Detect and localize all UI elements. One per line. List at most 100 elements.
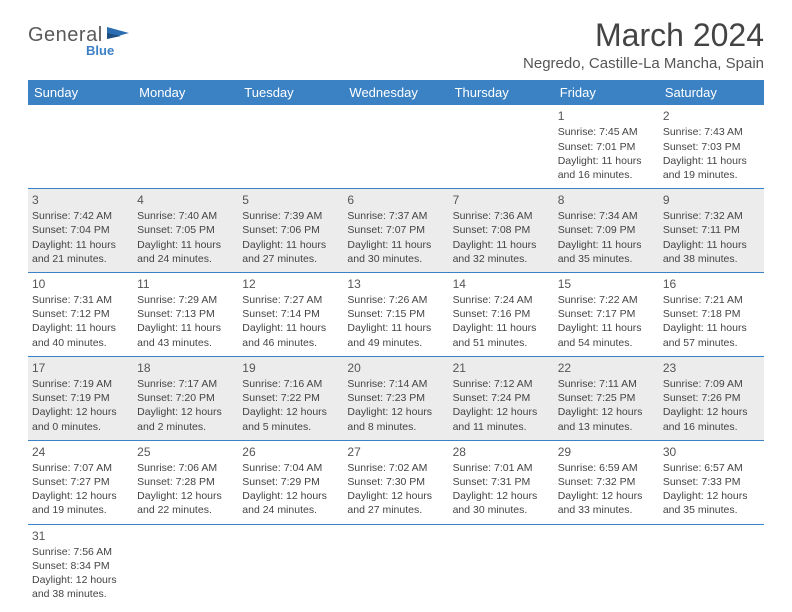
day-number: 15 bbox=[558, 276, 655, 292]
day-info-line: Sunset: 7:23 PM bbox=[347, 391, 444, 405]
day-info-line: Daylight: 12 hours bbox=[663, 405, 760, 419]
calendar-day-cell: 1Sunrise: 7:45 AMSunset: 7:01 PMDaylight… bbox=[554, 105, 659, 188]
calendar-day-cell: 3Sunrise: 7:42 AMSunset: 7:04 PMDaylight… bbox=[28, 189, 133, 273]
day-number: 6 bbox=[347, 192, 444, 208]
day-number: 20 bbox=[347, 360, 444, 376]
day-info-line: and 33 minutes. bbox=[558, 503, 655, 517]
day-info-line: Sunrise: 7:43 AM bbox=[663, 125, 760, 139]
day-info-line: Sunset: 7:16 PM bbox=[453, 307, 550, 321]
day-info-line: Sunset: 7:18 PM bbox=[663, 307, 760, 321]
day-info-line: Daylight: 11 hours bbox=[558, 321, 655, 335]
day-info-line: Daylight: 11 hours bbox=[137, 238, 234, 252]
day-info-line: Daylight: 12 hours bbox=[242, 405, 339, 419]
day-info-line: Sunset: 7:11 PM bbox=[663, 223, 760, 237]
day-info-line: Sunset: 7:08 PM bbox=[453, 223, 550, 237]
day-info-line: Daylight: 12 hours bbox=[347, 489, 444, 503]
day-info-line: Daylight: 11 hours bbox=[242, 321, 339, 335]
day-info-line: Sunrise: 6:57 AM bbox=[663, 461, 760, 475]
calendar-day-cell: 7Sunrise: 7:36 AMSunset: 7:08 PMDaylight… bbox=[449, 189, 554, 273]
day-info-line: Daylight: 11 hours bbox=[558, 238, 655, 252]
calendar-day-cell: 31Sunrise: 7:56 AMSunset: 8:34 PMDayligh… bbox=[28, 524, 133, 607]
calendar-day-cell: 19Sunrise: 7:16 AMSunset: 7:22 PMDayligh… bbox=[238, 356, 343, 440]
day-number: 12 bbox=[242, 276, 339, 292]
day-info-line: Daylight: 11 hours bbox=[242, 238, 339, 252]
day-info-line: Sunrise: 7:06 AM bbox=[137, 461, 234, 475]
day-info-line: and 51 minutes. bbox=[453, 336, 550, 350]
day-info-line: Sunset: 7:33 PM bbox=[663, 475, 760, 489]
calendar-week-row: 3Sunrise: 7:42 AMSunset: 7:04 PMDaylight… bbox=[28, 189, 764, 273]
day-info-line: and 24 minutes. bbox=[137, 252, 234, 266]
day-info-line: Daylight: 12 hours bbox=[137, 405, 234, 419]
day-info-line: and 24 minutes. bbox=[242, 503, 339, 517]
weekday-header-row: SundayMondayTuesdayWednesdayThursdayFrid… bbox=[28, 80, 764, 105]
day-info-line: Sunrise: 7:14 AM bbox=[347, 377, 444, 391]
calendar-day-cell: 17Sunrise: 7:19 AMSunset: 7:19 PMDayligh… bbox=[28, 356, 133, 440]
day-number: 23 bbox=[663, 360, 760, 376]
weekday-header: Wednesday bbox=[343, 80, 448, 105]
calendar-day-cell: 22Sunrise: 7:11 AMSunset: 7:25 PMDayligh… bbox=[554, 356, 659, 440]
calendar-day-cell: 10Sunrise: 7:31 AMSunset: 7:12 PMDayligh… bbox=[28, 272, 133, 356]
calendar-day-cell: 23Sunrise: 7:09 AMSunset: 7:26 PMDayligh… bbox=[659, 356, 764, 440]
calendar-day-cell: 14Sunrise: 7:24 AMSunset: 7:16 PMDayligh… bbox=[449, 272, 554, 356]
day-info-line: and 49 minutes. bbox=[347, 336, 444, 350]
calendar-week-row: 31Sunrise: 7:56 AMSunset: 8:34 PMDayligh… bbox=[28, 524, 764, 607]
calendar-day-cell: 15Sunrise: 7:22 AMSunset: 7:17 PMDayligh… bbox=[554, 272, 659, 356]
day-info-line: Daylight: 12 hours bbox=[663, 489, 760, 503]
weekday-header: Monday bbox=[133, 80, 238, 105]
weekday-header: Sunday bbox=[28, 80, 133, 105]
day-info-line: Daylight: 12 hours bbox=[32, 405, 129, 419]
day-info-line: Sunrise: 7:17 AM bbox=[137, 377, 234, 391]
day-number: 29 bbox=[558, 444, 655, 460]
day-number: 3 bbox=[32, 192, 129, 208]
day-number: 14 bbox=[453, 276, 550, 292]
day-info-line: Daylight: 11 hours bbox=[347, 321, 444, 335]
calendar-day-cell: 11Sunrise: 7:29 AMSunset: 7:13 PMDayligh… bbox=[133, 272, 238, 356]
day-info-line: Daylight: 12 hours bbox=[32, 573, 129, 587]
calendar-empty-cell bbox=[343, 524, 448, 607]
calendar-day-cell: 24Sunrise: 7:07 AMSunset: 7:27 PMDayligh… bbox=[28, 440, 133, 524]
calendar-week-row: 24Sunrise: 7:07 AMSunset: 7:27 PMDayligh… bbox=[28, 440, 764, 524]
calendar-day-cell: 2Sunrise: 7:43 AMSunset: 7:03 PMDaylight… bbox=[659, 105, 764, 188]
calendar-day-cell: 21Sunrise: 7:12 AMSunset: 7:24 PMDayligh… bbox=[449, 356, 554, 440]
calendar-empty-cell bbox=[449, 524, 554, 607]
calendar-day-cell: 27Sunrise: 7:02 AMSunset: 7:30 PMDayligh… bbox=[343, 440, 448, 524]
day-info-line: and 5 minutes. bbox=[242, 420, 339, 434]
day-info-line: Sunset: 7:27 PM bbox=[32, 475, 129, 489]
day-info-line: and 0 minutes. bbox=[32, 420, 129, 434]
day-info-line: Sunrise: 7:22 AM bbox=[558, 293, 655, 307]
logo: General bbox=[28, 18, 131, 47]
day-number: 8 bbox=[558, 192, 655, 208]
calendar-empty-cell bbox=[343, 105, 448, 188]
day-info-line: Sunset: 7:03 PM bbox=[663, 140, 760, 154]
day-info-line: Sunrise: 7:27 AM bbox=[242, 293, 339, 307]
day-info-line: Daylight: 12 hours bbox=[242, 489, 339, 503]
calendar-day-cell: 13Sunrise: 7:26 AMSunset: 7:15 PMDayligh… bbox=[343, 272, 448, 356]
day-info-line: Sunset: 8:34 PM bbox=[32, 559, 129, 573]
day-info-line: Daylight: 11 hours bbox=[663, 154, 760, 168]
day-info-line: Daylight: 12 hours bbox=[32, 489, 129, 503]
day-info-line: Sunrise: 7:56 AM bbox=[32, 545, 129, 559]
calendar-week-row: 17Sunrise: 7:19 AMSunset: 7:19 PMDayligh… bbox=[28, 356, 764, 440]
day-number: 16 bbox=[663, 276, 760, 292]
day-number: 7 bbox=[453, 192, 550, 208]
day-info-line: Sunrise: 7:39 AM bbox=[242, 209, 339, 223]
day-info-line: and 35 minutes. bbox=[663, 503, 760, 517]
day-info-line: Sunset: 7:19 PM bbox=[32, 391, 129, 405]
day-number: 22 bbox=[558, 360, 655, 376]
day-info-line: Sunrise: 7:04 AM bbox=[242, 461, 339, 475]
day-info-line: and 30 minutes. bbox=[453, 503, 550, 517]
day-info-line: Sunrise: 7:01 AM bbox=[453, 461, 550, 475]
day-info-line: and 8 minutes. bbox=[347, 420, 444, 434]
day-info-line: Daylight: 11 hours bbox=[663, 238, 760, 252]
calendar-day-cell: 25Sunrise: 7:06 AMSunset: 7:28 PMDayligh… bbox=[133, 440, 238, 524]
weekday-header: Friday bbox=[554, 80, 659, 105]
title-block: March 2024 Negredo, Castille-La Mancha, … bbox=[523, 18, 764, 72]
day-info-line: Sunset: 7:12 PM bbox=[32, 307, 129, 321]
calendar-empty-cell bbox=[449, 105, 554, 188]
day-info-line: and 38 minutes. bbox=[663, 252, 760, 266]
day-info-line: Sunrise: 7:42 AM bbox=[32, 209, 129, 223]
calendar-day-cell: 30Sunrise: 6:57 AMSunset: 7:33 PMDayligh… bbox=[659, 440, 764, 524]
day-info-line: Sunset: 7:09 PM bbox=[558, 223, 655, 237]
day-number: 11 bbox=[137, 276, 234, 292]
day-info-line: Sunrise: 7:32 AM bbox=[663, 209, 760, 223]
